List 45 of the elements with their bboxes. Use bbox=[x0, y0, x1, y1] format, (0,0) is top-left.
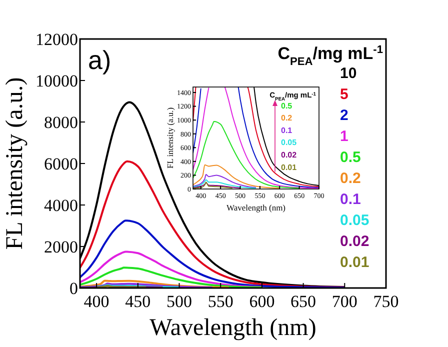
text: 0.2 bbox=[340, 170, 361, 187]
text: 1 bbox=[340, 128, 348, 145]
text: 0.05 bbox=[281, 138, 298, 148]
text: 0.2 bbox=[281, 114, 293, 123]
text: 2 bbox=[340, 107, 348, 124]
line-series bbox=[80, 266, 263, 288]
line-series bbox=[193, 120, 300, 189]
y-tick-label: 2000 bbox=[44, 237, 78, 256]
line-series bbox=[80, 280, 230, 288]
line-series bbox=[193, 182, 233, 189]
y-tick-label: 6000 bbox=[44, 154, 78, 174]
x-tick-label: 400 bbox=[84, 292, 110, 311]
y-axis-title: FL intensity (a.u.) bbox=[165, 107, 175, 169]
line-series bbox=[193, 179, 256, 189]
text: 0.5 bbox=[281, 101, 293, 110]
legend-title: C$_{PEA}$/mg mL$^{-1}$ bbox=[278, 44, 383, 68]
text: 0.02 bbox=[281, 150, 298, 160]
y-tick-label: 8000 bbox=[44, 112, 78, 132]
text: 0.01 bbox=[340, 254, 370, 271]
line-series bbox=[80, 250, 263, 288]
text: 0.1 bbox=[281, 126, 293, 135]
y-axis-title: FL intensity (a.u.) bbox=[2, 77, 28, 250]
annotation: a) bbox=[88, 45, 112, 75]
text: 10 bbox=[340, 65, 357, 82]
y-tick-label: 12000 bbox=[36, 30, 78, 49]
text: 5 bbox=[340, 86, 348, 103]
x-axis-title: Wavelength (nm) bbox=[150, 315, 316, 341]
text: 0.5 bbox=[340, 149, 361, 166]
x-tick-label: 650 bbox=[290, 292, 316, 311]
text: 0.05 bbox=[340, 212, 370, 229]
line-series bbox=[193, 164, 280, 189]
text: 0.1 bbox=[340, 191, 361, 208]
x-tick-label: 450 bbox=[125, 292, 151, 311]
x-tick-label: 500 bbox=[166, 292, 192, 311]
text: 0.02 bbox=[340, 233, 370, 250]
x-tick-label: 550 bbox=[208, 292, 234, 311]
line-series bbox=[193, 174, 256, 188]
x-tick-label: 750 bbox=[373, 292, 399, 311]
x-tick-label: 600 bbox=[249, 292, 275, 311]
x-axis-title: Wavelength (nm) bbox=[226, 202, 286, 212]
y-tick-label: 4000 bbox=[44, 196, 78, 215]
y-tick-label: 0 bbox=[70, 278, 78, 298]
y-tick-label: 10000 bbox=[36, 71, 78, 90]
text: 0.01 bbox=[281, 162, 298, 172]
x-tick-label: 700 bbox=[332, 292, 358, 311]
